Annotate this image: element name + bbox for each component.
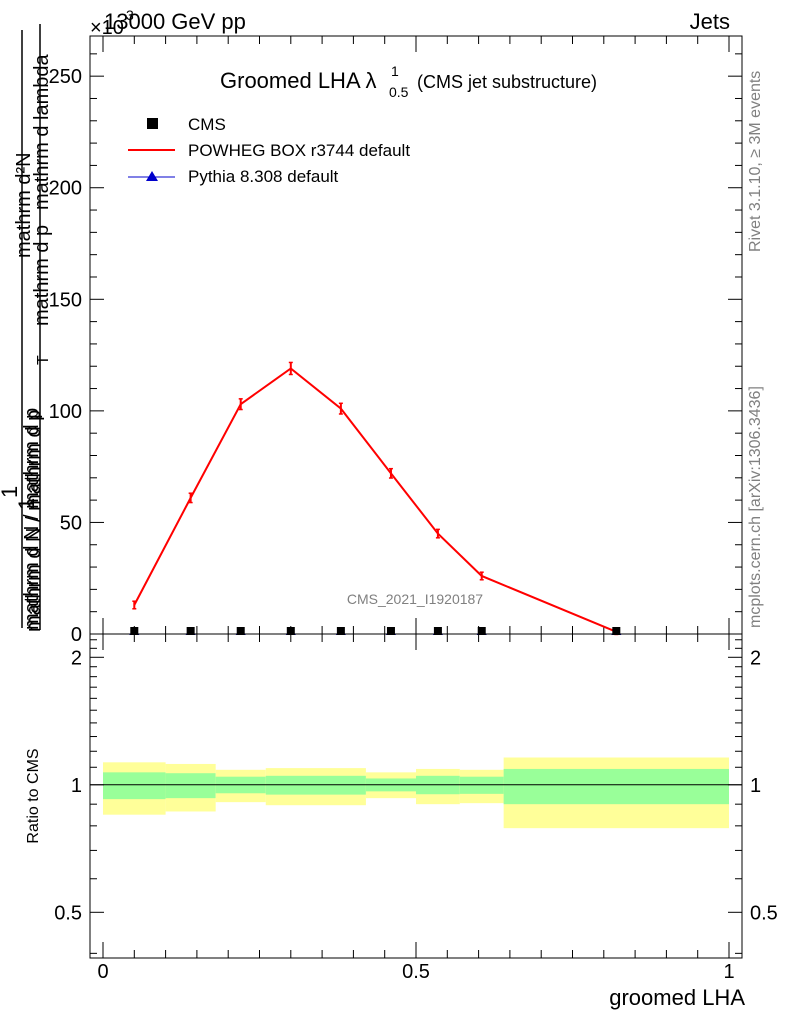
y-label-den-text: mathrm d N / mathrm d p — [23, 410, 45, 632]
main-series — [129, 361, 622, 636]
ratio-x-ticks: 0 0.5 1 — [97, 634, 735, 983]
main-y-ticks: 0 50 100 150 200 250 — [49, 53, 742, 646]
ratio-inner-band — [503, 768, 729, 805]
ratio-y-ticks: 0.5 0.5 1 1 2 2 — [54, 639, 778, 954]
main-y-tick-label: 150 — [49, 289, 82, 311]
cms-point — [477, 627, 486, 635]
ratio-y-tick-label: 2 — [71, 647, 82, 669]
plot-subtitle: (CMS jet substructure) — [417, 72, 597, 92]
plot-title: Groomed LHA λ — [220, 68, 377, 93]
main-y-tick-label: 250 — [49, 66, 82, 88]
y-label-denominator: mathrm d N / mathrm d p — [21, 408, 43, 630]
ratio-inner-band — [103, 772, 166, 800]
ratio-x-tick-label: 1 — [723, 961, 734, 983]
ratio-y-tick-label-right: 1 — [750, 775, 761, 797]
main-y-tick-label: 50 — [60, 512, 82, 534]
rivet-label: Rivet 3.1.10, ≥ 3M events — [747, 71, 764, 252]
y-label-numerator-one: 1 — [0, 486, 22, 498]
ratio-x-tick-label: 0.5 — [402, 961, 430, 983]
cms-point — [236, 627, 245, 635]
ratio-y-tick-label-right: 2 — [750, 647, 761, 669]
plot-title-main: Groomed LHA λ — [220, 68, 377, 93]
main-y-tick-label: 100 — [49, 401, 82, 423]
y-label-one: 1 — [14, 498, 39, 510]
cms-point — [612, 627, 621, 635]
legend-cms-marker — [147, 118, 158, 129]
legend-pythia-label: Pythia 8.308 default — [188, 167, 339, 186]
legend: CMS POWHEG BOX r3744 default Pythia 8.30… — [128, 115, 410, 186]
main-y-tick-label: 0 — [71, 624, 82, 646]
plot-title-sup: 1 — [391, 63, 399, 79]
analysis-watermark: CMS_2021_I1920187 — [347, 591, 483, 607]
cms-point — [386, 627, 395, 635]
ratio-y-label: Ratio to CMS — [25, 748, 42, 843]
main-panel: 0 50 100 150 200 250 Groomed LHA λ 1 0.5 (CMS… — [49, 35, 743, 646]
mcplots-label: mcplots.cern.ch [arXiv:1306.3436] — [747, 386, 764, 628]
y-exponent-label: ×10 — [90, 17, 124, 39]
ratio-y-tick-label-right: 0.5 — [750, 902, 778, 924]
main-y-tick-label: 200 — [49, 178, 82, 200]
y-exponent-power: 3 — [126, 7, 134, 23]
y-label-numerator-b: mathrm d lambda — [31, 54, 53, 210]
ratio-y-tick-label: 0.5 — [54, 902, 82, 924]
cms-point — [336, 627, 345, 635]
cms-point — [130, 627, 139, 635]
cms-point — [433, 627, 442, 635]
header-jets: Jets — [690, 9, 730, 34]
plot-title-sub: 0.5 — [389, 84, 409, 100]
ratio-panel: 0.5 0.51 12 2 0 0.5 1 Ratio to CMS groomed LH… — [25, 633, 778, 1010]
legend-powheg-label: POWHEG BOX r3744 default — [188, 141, 410, 160]
legend-pythia-marker — [146, 171, 158, 181]
ratio-x-tick-label: 0 — [97, 961, 108, 983]
ratio-inner-band — [165, 773, 216, 799]
y-label-numerator-a: mathrm d p — [31, 225, 53, 326]
ratio-y-tick-label: 1 — [71, 775, 82, 797]
cms-point — [286, 627, 295, 635]
x-axis-label: groomed LHA — [609, 985, 745, 1010]
main-x-ticks — [102, 36, 730, 634]
y-label-sub-t: T — [35, 355, 52, 365]
cms-point — [186, 627, 195, 635]
legend-cms-label: CMS — [188, 115, 226, 134]
header-energy: 13000 GeV pp — [104, 9, 246, 34]
y-label-numerator-dn: mathrm d²N — [13, 152, 35, 258]
main-y-label: 1 mathrm d N / mathrm d p — [14, 24, 43, 630]
ratio-bands — [103, 757, 729, 829]
